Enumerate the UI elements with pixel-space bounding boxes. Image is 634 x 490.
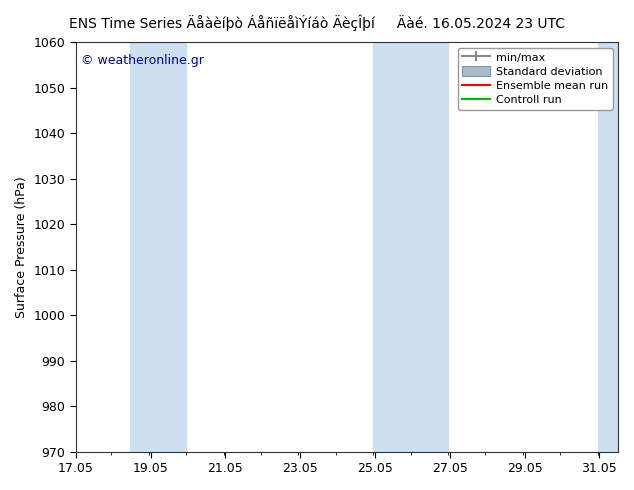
Bar — [373, 42, 448, 452]
Y-axis label: Surface Pressure (hPa): Surface Pressure (hPa) — [15, 176, 28, 318]
Text: ENS Time Series Äåàèíþò ÁåñïëåìÝíáò ÄèçÎþí     Äàé. 16.05.2024 23 UTC: ENS Time Series Äåàèíþò ÁåñïëåìÝíáò ÄèçÎ… — [69, 15, 565, 31]
Bar — [130, 42, 186, 452]
Legend: min/max, Standard deviation, Ensemble mean run, Controll run: min/max, Standard deviation, Ensemble me… — [458, 48, 612, 110]
Bar — [597, 42, 634, 452]
Text: © weatheronline.gr: © weatheronline.gr — [81, 54, 204, 67]
